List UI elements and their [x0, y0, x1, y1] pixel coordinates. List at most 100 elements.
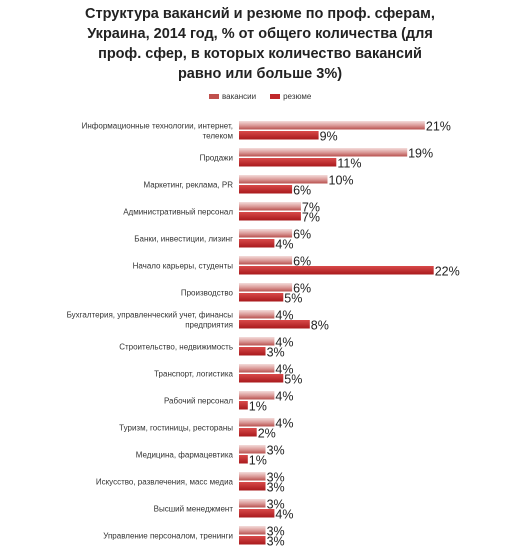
data-label: 5% [284, 373, 302, 387]
data-label: 19% [408, 147, 433, 161]
category-label: Начало карьеры, студенты [133, 261, 234, 270]
data-label: 11% [337, 157, 361, 171]
data-label: 22% [435, 265, 460, 279]
data-label: 4% [275, 336, 293, 350]
category-label-line: Бухгалтерия, управленческий учет, финанс… [67, 310, 234, 319]
bar-resumes [239, 428, 257, 437]
category-label: Строительство, недвижимость [119, 342, 233, 351]
category-label-line: Начало карьеры, студенты [133, 261, 234, 270]
bar-resumes [239, 239, 275, 248]
bar-vacancies [239, 310, 275, 319]
data-label: 5% [284, 292, 302, 306]
legend-label: вакансии [222, 92, 257, 101]
category-label: Административный персонал [123, 207, 233, 216]
bar-vacancies [239, 472, 266, 481]
data-label: 6% [293, 184, 311, 198]
bar-vacancies [239, 202, 301, 211]
legend-item: резюме [270, 92, 311, 101]
bar-vacancies [239, 418, 275, 427]
bar-resumes [239, 185, 293, 194]
category-label-line: Строительство, недвижимость [119, 342, 233, 351]
category-label-line: Транспорт, логистика [154, 369, 233, 378]
category-label-line: Продажи [200, 153, 233, 162]
bar-resumes [239, 212, 301, 221]
category-label-line: Медицина, фармацевтика [136, 450, 234, 459]
data-label: 3% [267, 525, 285, 539]
bar-resumes [239, 509, 275, 518]
category-label: Медицина, фармацевтика [136, 450, 234, 459]
category-label: Искусство, развлечения, масс медиа [96, 477, 234, 486]
data-label: 6% [293, 228, 311, 242]
bar-vacancies [239, 391, 275, 400]
data-label: 4% [275, 390, 293, 404]
bar-vacancies [239, 256, 293, 265]
bar-resumes [239, 401, 248, 410]
category-label: Банки, инвестиции, лизинг [134, 234, 233, 243]
category-label-line: Маркетинг, реклама, PR [144, 180, 234, 189]
chart-legend: вакансии резюме [209, 92, 321, 101]
bar-resumes [239, 455, 248, 464]
data-label: 4% [275, 363, 293, 377]
data-label: 3% [267, 444, 285, 458]
category-label-line: Высший менеджмент [154, 504, 234, 513]
legend-item: вакансии [209, 92, 256, 101]
category-label-line: Административный персонал [123, 207, 233, 216]
data-label: 3% [267, 346, 285, 360]
bar-resumes [239, 347, 266, 356]
chart-title-line: Украина, 2014 год, % от общего количеств… [87, 26, 433, 42]
category-label: Маркетинг, реклама, PR [144, 180, 234, 189]
bar-vacancies [239, 229, 293, 238]
data-label: 3% [267, 481, 285, 495]
category-label-line: Производство [181, 288, 234, 297]
bar-vacancies [239, 445, 266, 454]
data-label: 1% [249, 454, 267, 468]
category-label-line: Искусство, развлечения, масс медиа [96, 477, 234, 486]
category-label: Производство [181, 288, 234, 297]
bar-resumes [239, 320, 310, 329]
category-label: Продажи [200, 153, 233, 162]
chart-title-line: равно или больше 3%) [177, 66, 343, 82]
category-label-line: Туризм, гостиницы, рестораны [119, 423, 233, 432]
bar-resumes [239, 374, 284, 383]
bar-resumes [239, 131, 319, 140]
data-label: 4% [275, 417, 293, 431]
data-label: 2% [258, 427, 276, 441]
data-label: 3% [267, 471, 285, 485]
bar-resumes [239, 158, 337, 167]
data-label: 6% [293, 282, 311, 296]
category-label: Управление персоналом, тренинги [103, 531, 233, 540]
legend-swatch [209, 94, 219, 99]
category-label: Высший менеджмент [154, 504, 234, 513]
bar-resumes [239, 482, 266, 491]
category-label-line: предприятия [185, 320, 233, 329]
data-label: 4% [275, 508, 293, 522]
category-label-line: телеком [203, 131, 233, 140]
category-label: Информационные технологии, интернет, теле… [82, 121, 233, 140]
bar-vacancies [239, 148, 408, 157]
data-label: 1% [249, 400, 267, 414]
category-label: Туризм, гостиницы, рестораны [119, 423, 233, 432]
data-label: 7% [302, 201, 320, 215]
category-label: Бухгалтерия, управленческий учет, финанс… [67, 310, 234, 329]
category-label: Транспорт, логистика [154, 369, 233, 378]
bar-vacancies [239, 337, 275, 346]
category-label-line: Управление персоналом, тренинги [103, 531, 233, 540]
legend-label: резюме [283, 92, 312, 101]
legend-swatch [270, 94, 281, 99]
bar-resumes [239, 266, 434, 275]
category-label-line: Банки, инвестиции, лизинг [134, 234, 233, 243]
data-label: 9% [320, 130, 338, 144]
bar-vacancies [239, 526, 266, 535]
data-label: 4% [275, 309, 293, 323]
bar-vacancies [239, 283, 293, 292]
bar-resumes [239, 536, 266, 545]
bar-vacancies [239, 121, 425, 130]
bar-vacancies [239, 364, 275, 373]
bar-resumes [239, 293, 284, 302]
data-label: 4% [275, 238, 293, 252]
data-label: 7% [302, 211, 320, 225]
category-label-line: Информационные технологии, интернет, [82, 121, 233, 130]
data-label: 3% [267, 498, 285, 512]
data-label: 3% [267, 535, 285, 549]
